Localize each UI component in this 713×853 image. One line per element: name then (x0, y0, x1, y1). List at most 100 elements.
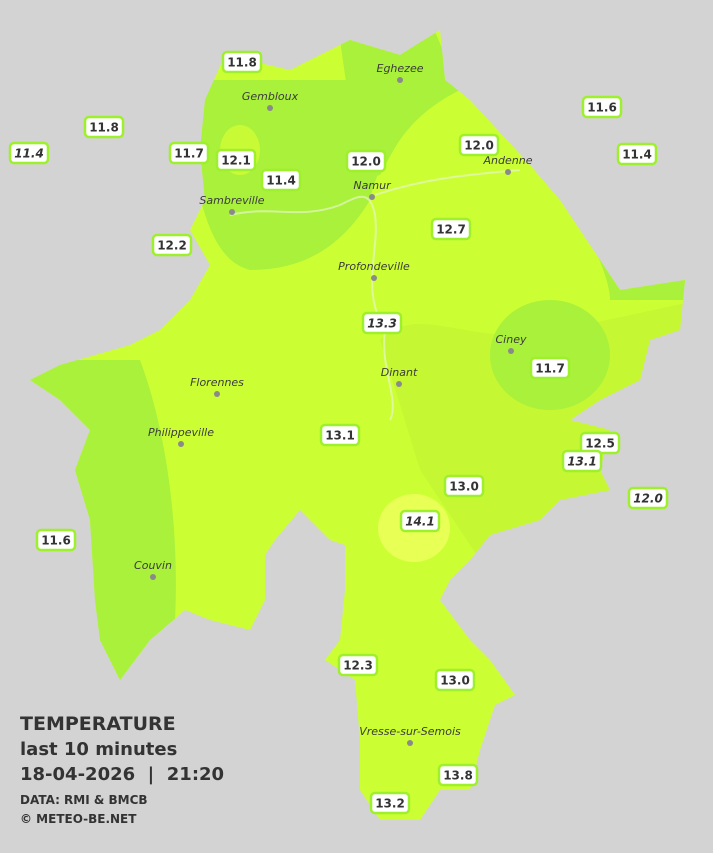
station-value: 12.0 (464, 139, 494, 153)
legend-timestamp: 18-04-2026 | 21:20 (20, 764, 224, 785)
station-box (616, 142, 658, 166)
station-value: 11.8 (89, 121, 119, 135)
station-box (581, 95, 623, 119)
station-value: 11.7 (535, 362, 565, 376)
station-value: 13.1 (567, 455, 597, 469)
city-dot (229, 209, 235, 215)
station: 11.8 (221, 50, 263, 74)
station-box (35, 528, 77, 552)
legend-source: DATA: RMI & BMCB (20, 793, 148, 807)
station: 11.6 (35, 528, 77, 552)
station-value: 13.2 (375, 797, 405, 811)
city-labels: Eghezee Gembloux Andenne Namur Sambreville Pr… (134, 62, 533, 746)
city-dot (397, 77, 403, 83)
station-value: 12.3 (343, 659, 373, 673)
station: 14.1 (399, 509, 441, 533)
city-name: Florennes (190, 376, 244, 389)
station-box (443, 474, 485, 498)
station: 13.3 (361, 311, 403, 335)
station-box (627, 486, 669, 510)
legend: TEMPERATURE last 10 minutes 18-04-2026 |… (20, 713, 224, 826)
station-box (369, 791, 411, 815)
station-value: 12.0 (351, 155, 381, 169)
station: 11.4 (616, 142, 658, 166)
station-labels: 11.8 11.8 11.4 11.7 12.1 11.4 12.0 12.0 11.6 11.4… (8, 50, 669, 815)
legend-period: last 10 minutes (20, 739, 177, 760)
station-box (168, 141, 210, 165)
station-box (361, 311, 403, 335)
station-box (215, 148, 257, 172)
station-value: 11.6 (587, 101, 617, 115)
station-value: 11.4 (622, 148, 652, 162)
station: 11.4 (260, 168, 302, 192)
station-box (458, 133, 500, 157)
station: 12.5 (579, 431, 621, 455)
station: 11.4 (8, 141, 50, 165)
city-name: Andenne (483, 154, 533, 167)
station-value: 13.1 (325, 429, 355, 443)
city-name: Ciney (496, 333, 527, 346)
station: 12.7 (430, 217, 472, 241)
station: 12.3 (337, 653, 379, 677)
station: 13.1 (561, 449, 603, 473)
station: 12.0 (458, 133, 500, 157)
station-box (430, 217, 472, 241)
city-name: Philippeville (148, 426, 214, 439)
station-value: 12.2 (157, 239, 187, 253)
city-dot (267, 105, 273, 111)
station-box (221, 50, 263, 74)
station-value: 13.3 (367, 317, 397, 331)
city-dot (505, 169, 511, 175)
city-name: Sambreville (199, 194, 264, 207)
station-value: 12.5 (585, 437, 615, 451)
station-value: 14.1 (405, 515, 435, 529)
station-box (8, 141, 50, 165)
station-value: 11.7 (174, 147, 204, 161)
city-name: Gembloux (242, 90, 299, 103)
station: 12.0 (345, 149, 387, 173)
city-dot (178, 441, 184, 447)
station: 12.1 (215, 148, 257, 172)
city-dot (150, 574, 156, 580)
station: 13.0 (443, 474, 485, 498)
station-box (345, 149, 387, 173)
city-dot (369, 194, 375, 200)
station: 13.8 (437, 763, 479, 787)
station-value: 12.0 (633, 492, 663, 506)
station: 11.6 (581, 95, 623, 119)
station: 11.8 (83, 115, 125, 139)
station-value: 11.8 (227, 56, 257, 70)
city-dot (508, 348, 514, 354)
city-name: Profondeville (338, 260, 410, 273)
station-value: 13.0 (449, 480, 479, 494)
station: 13.2 (369, 791, 411, 815)
station: 12.0 (627, 486, 669, 510)
station-value: 11.6 (41, 534, 71, 548)
station-value: 13.0 (440, 674, 470, 688)
legend-title: TEMPERATURE (20, 713, 176, 735)
station-box (260, 168, 302, 192)
city-dot (214, 391, 220, 397)
station-box (151, 233, 193, 257)
station-value: 12.7 (436, 223, 466, 237)
station-box (561, 449, 603, 473)
station-box (337, 653, 379, 677)
city-dot (371, 275, 377, 281)
station: 13.0 (434, 668, 476, 692)
city-name: Namur (353, 179, 392, 192)
city-dot (396, 381, 402, 387)
city-name: Couvin (134, 559, 172, 572)
station: 11.7 (529, 356, 571, 380)
station-box (529, 356, 571, 380)
city-name: Vresse-sur-Semois (359, 725, 461, 738)
station-value: 13.8 (443, 769, 473, 783)
station: 12.2 (151, 233, 193, 257)
legend-copyright: © METEO-BE.NET (20, 812, 137, 826)
station-value: 12.1 (221, 154, 251, 168)
station-box (399, 509, 441, 533)
city-name: Eghezee (377, 62, 424, 75)
station-value: 11.4 (14, 147, 44, 161)
station-box (437, 763, 479, 787)
station-box (319, 423, 361, 447)
